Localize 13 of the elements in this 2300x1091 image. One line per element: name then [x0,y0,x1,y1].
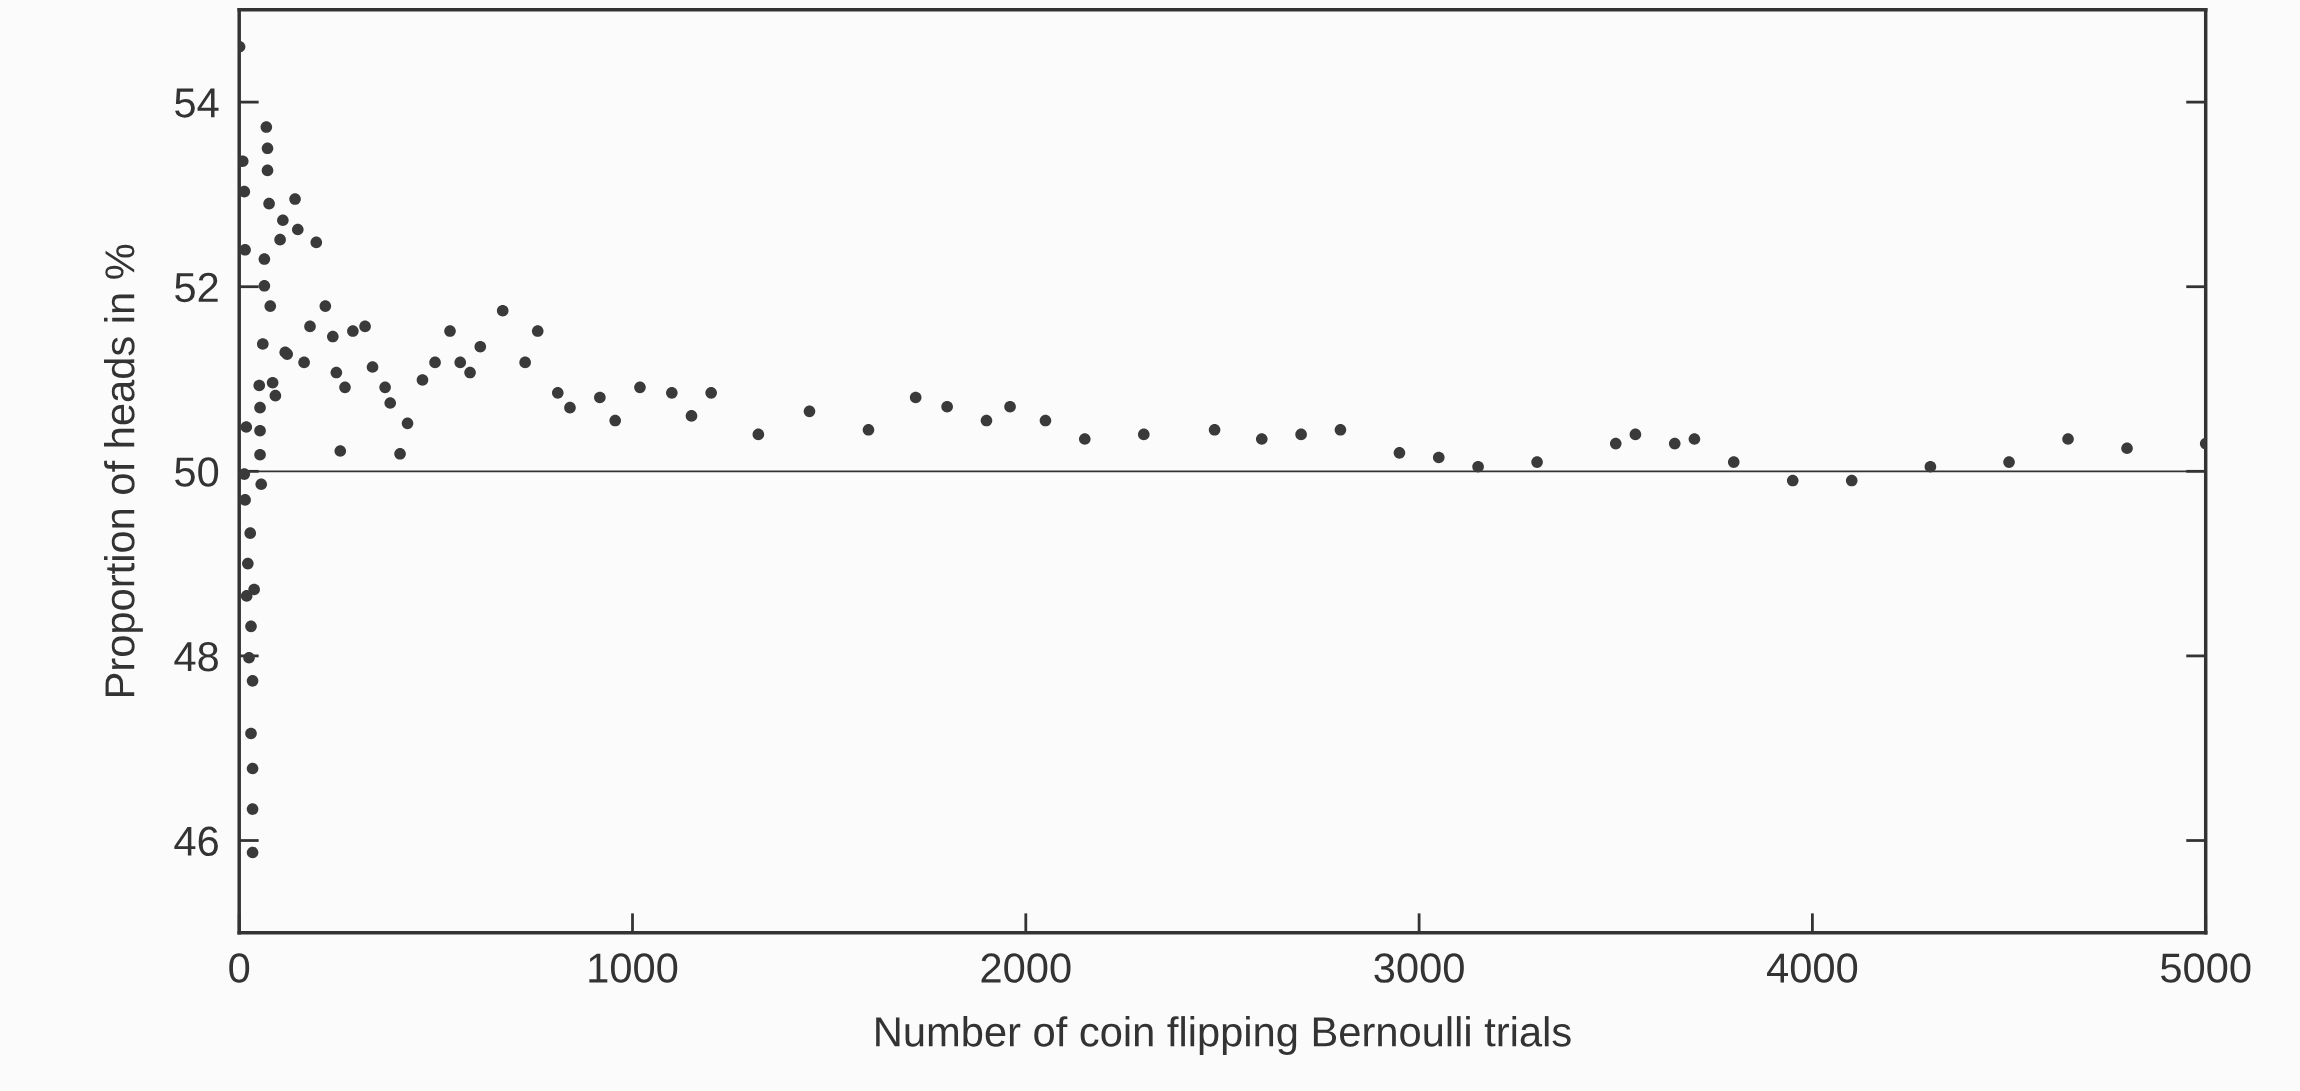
y-tick-label: 54 [175,88,219,118]
y-tick-label: 50 [175,457,219,487]
x-axis-title: Number of coin flipping Bernoulli trials [876,1016,1571,1055]
x-tick-label: 0 [229,953,250,983]
y-axis-title: Proportion of heads in % [104,244,143,697]
y-tick-label: 46 [174,826,218,857]
y-tick-label: 52 [175,272,218,303]
x-tick-label: 4000 [1767,953,1858,983]
x-tick-label: 1000 [589,953,678,983]
x-tick-label: 2000 [981,953,1071,983]
y-tick-label: 48 [174,641,218,672]
x-tick-label: 5000 [2161,953,2251,983]
x-tick-label: 3000 [1374,953,1464,983]
